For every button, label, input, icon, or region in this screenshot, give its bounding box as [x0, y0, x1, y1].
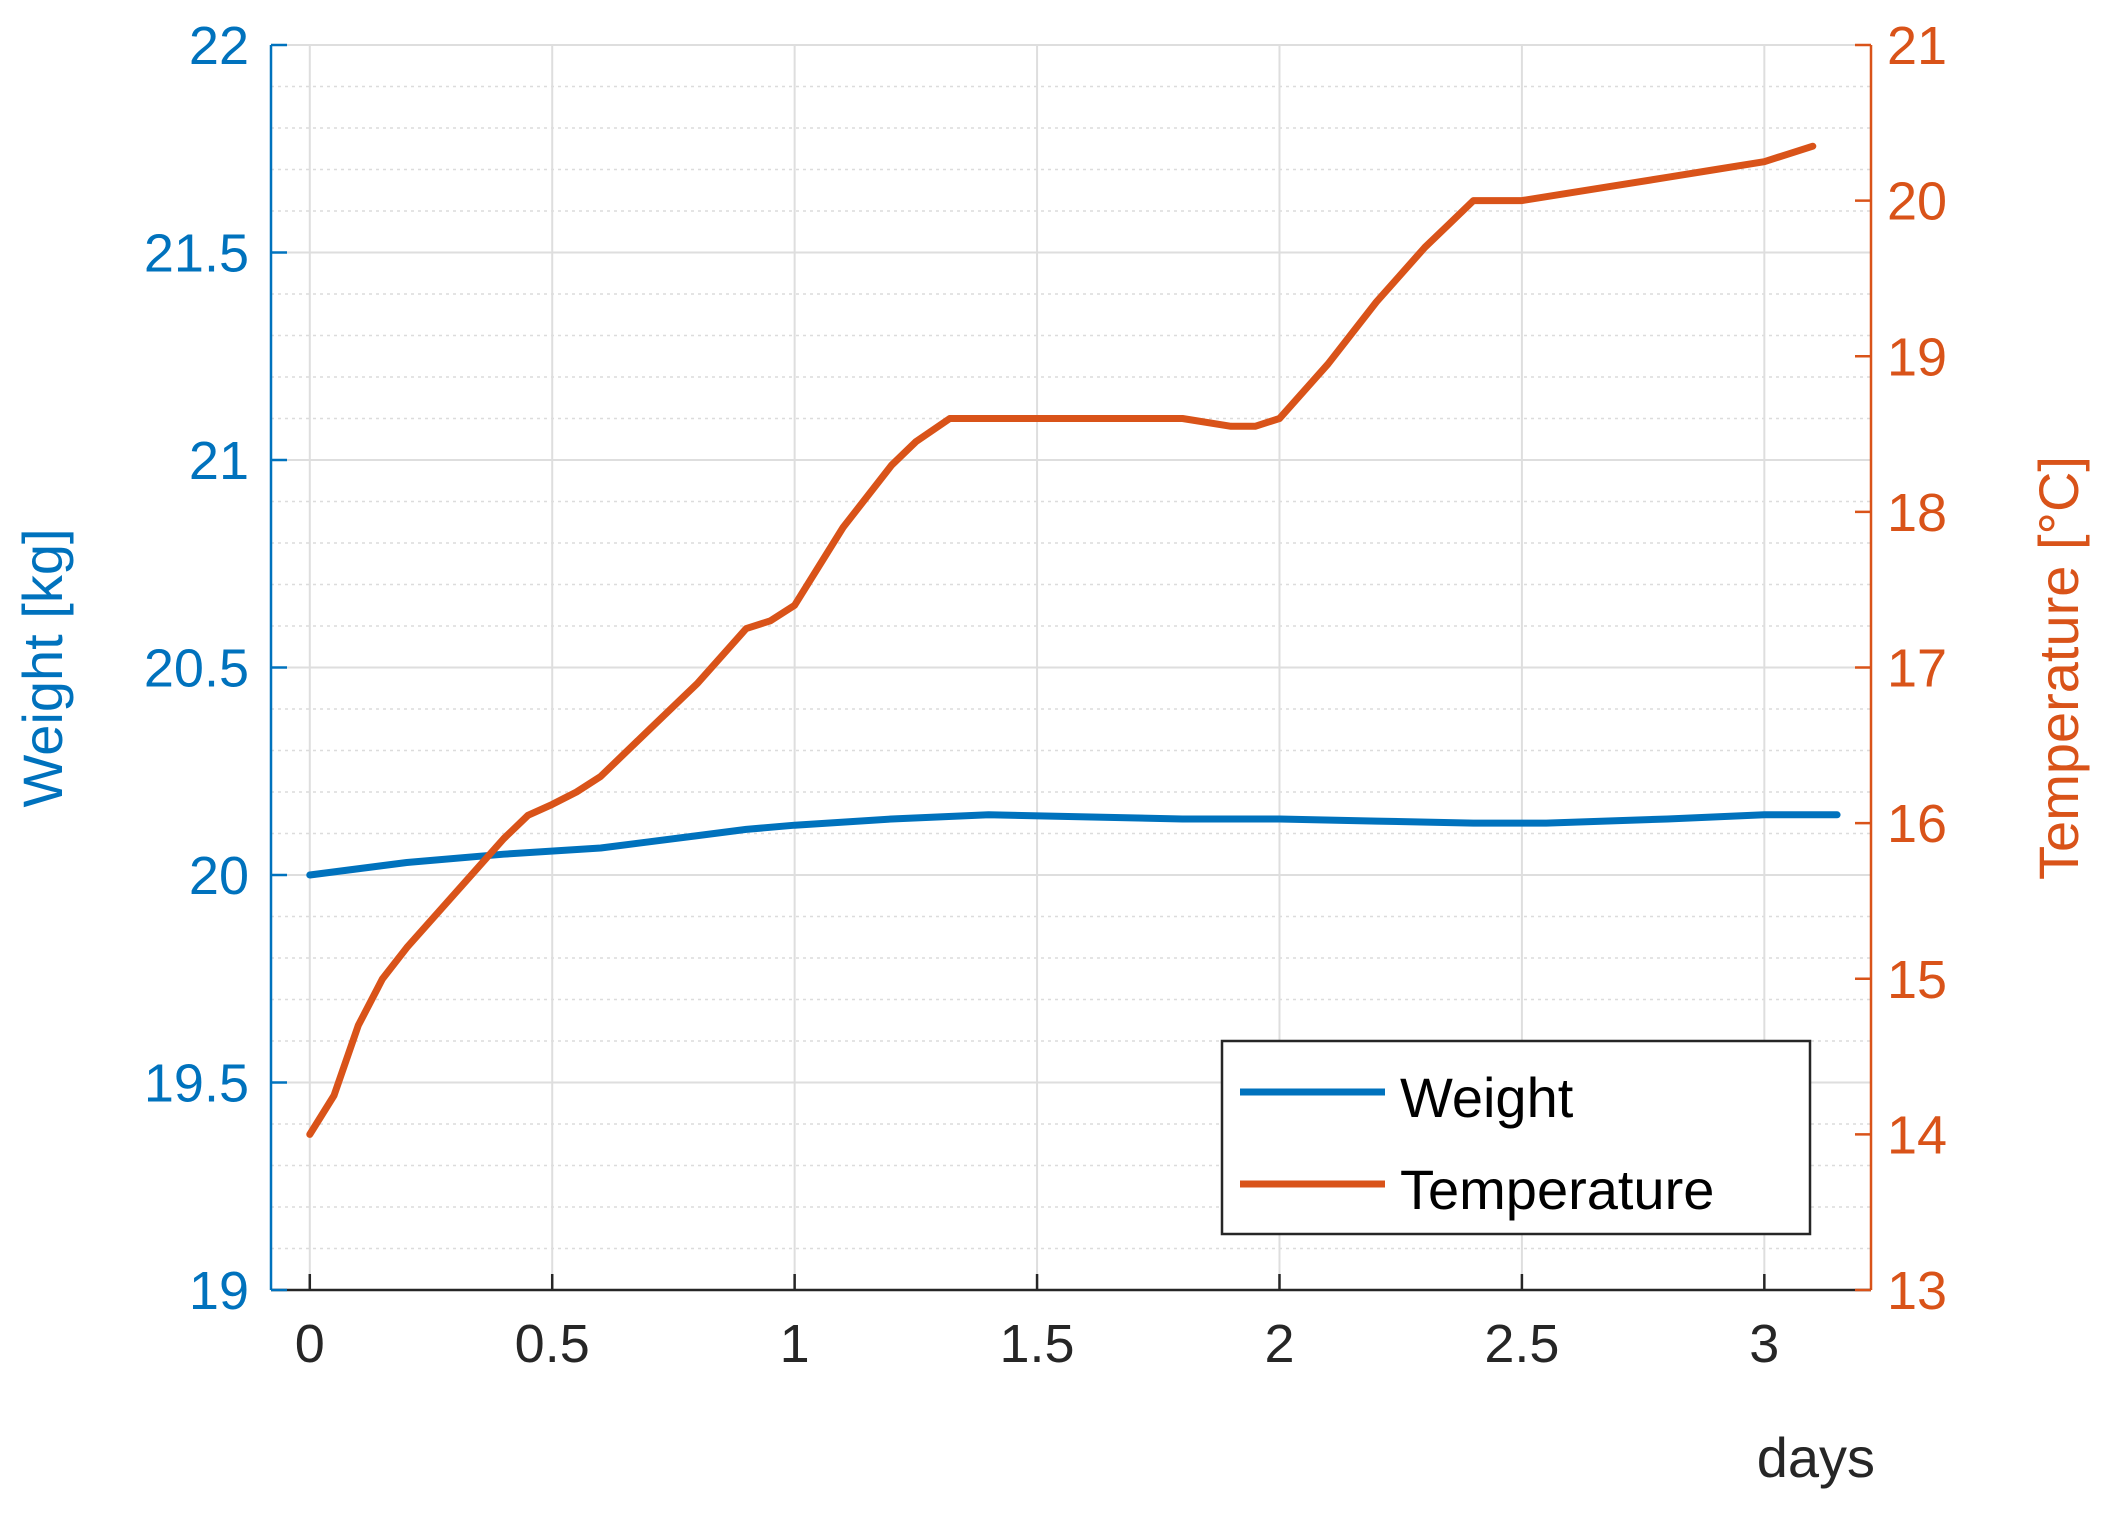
series-layer: [306, 142, 1841, 1138]
y-right-tick-label: 20: [1887, 172, 1947, 232]
y-left-axis-label: Weight [kg]: [11, 528, 74, 807]
legend-label-temperature: Temperature: [1400, 1158, 1714, 1221]
series-line-weight: [306, 811, 1841, 879]
x-tick-label: 2: [1264, 1314, 1294, 1374]
legend-label-weight: Weight: [1400, 1066, 1574, 1129]
y-left-tick-label: 22: [189, 16, 249, 76]
legend: Weight Temperature: [1220, 1039, 1812, 1236]
x-tick-label: 0: [295, 1314, 325, 1374]
x-tick-label: 3: [1749, 1314, 1779, 1374]
y-left-tick-label: 21.5: [144, 224, 249, 284]
y-left-tick-label: 20: [189, 846, 249, 906]
y-left-tick-label: 21: [189, 431, 249, 491]
y-right-tick-label: 17: [1887, 639, 1947, 699]
x-tick-label: 1: [780, 1314, 810, 1374]
y-right-tick-label: 15: [1887, 950, 1947, 1010]
y-right-tick-label: 18: [1887, 483, 1947, 543]
y-right-tick-label: 19: [1887, 327, 1947, 387]
x-tick-label: 2.5: [1484, 1314, 1559, 1374]
y-right-tick-label: 16: [1887, 794, 1947, 854]
minor-grid: [271, 85, 1871, 1250]
x-axis-label: days: [1757, 1426, 1875, 1489]
y-right-tick-label: 13: [1887, 1261, 1947, 1321]
legend-box: [1220, 1039, 1812, 1236]
y-right-tick-label: 14: [1887, 1105, 1947, 1165]
x-tick-label: 0.5: [515, 1314, 590, 1374]
y-left-tick-label: 19.5: [144, 1054, 249, 1114]
series-line-temperature: [306, 142, 1817, 1138]
y-right-tick-label: 21: [1887, 16, 1947, 76]
y-left-tick-label: 20.5: [144, 639, 249, 699]
y-right-axis-label: Temperature [°C]: [2027, 456, 2090, 880]
y-left-tick-label: 19: [189, 1261, 249, 1321]
ticks-layer: 0 0.5 1 1.5 2 2.5 3 19 19.5 20 20.5 21 21.5 22 13 14 15 1…: [144, 16, 1947, 1374]
x-tick-label: 1.5: [1000, 1314, 1075, 1374]
